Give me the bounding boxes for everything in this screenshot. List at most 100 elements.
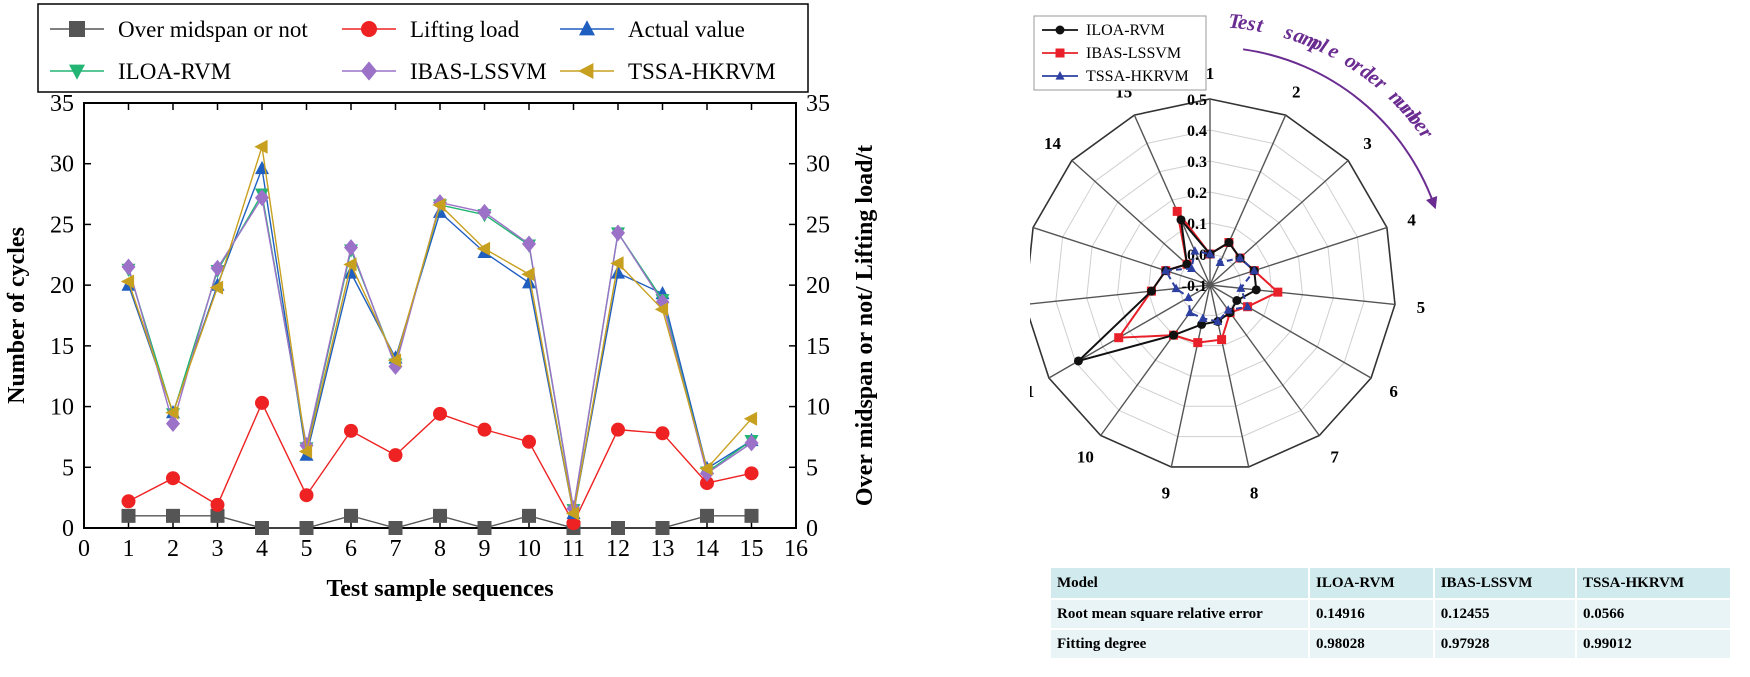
- data-point: [655, 426, 670, 441]
- data-point: [344, 508, 358, 523]
- y-tick-label: 35: [50, 91, 74, 117]
- y-right-tick-label: 0: [806, 516, 818, 542]
- data-point: [611, 224, 625, 242]
- data-point: [298, 444, 313, 459]
- data-point: [120, 274, 135, 289]
- legend-swatch-marker: [579, 20, 595, 36]
- radar-category-label: 1: [1206, 64, 1215, 83]
- data-point: [654, 302, 669, 317]
- radar-data-point: [1182, 259, 1192, 269]
- metrics-cell: Root mean square relative error: [1051, 598, 1310, 629]
- radar-legend-swatch-marker: [1055, 71, 1065, 80]
- data-point: [344, 423, 358, 438]
- radar-data-point: [1190, 246, 1200, 255]
- line-chart-series: [120, 139, 759, 535]
- radar-data-point: [1172, 206, 1182, 216]
- radar-r-tick-label: 0.2: [1187, 185, 1207, 202]
- radar-spoke: [1032, 226, 1211, 286]
- radar-legend-item: IBAS-LSSVM: [1042, 45, 1181, 62]
- data-point: [432, 198, 446, 212]
- legend-label: Over midspan or not: [118, 17, 308, 42]
- data-point: [522, 508, 536, 523]
- radar-legend-label: IBAS-LSSVM: [1086, 45, 1181, 62]
- y-right-tick-label: 15: [806, 334, 830, 360]
- legend-swatch-marker: [69, 21, 85, 37]
- radar-ring: [1147, 222, 1273, 347]
- data-point: [388, 521, 403, 535]
- radar-data-point: [1205, 249, 1215, 258]
- radar-data-point: [1243, 301, 1253, 311]
- series-over-midspan-or-not: [121, 508, 759, 535]
- radar-data-point: [1223, 305, 1233, 314]
- radar-data-point: [1169, 330, 1179, 340]
- x-tick-label: 8: [434, 536, 446, 562]
- radar-category-label: 9: [1162, 483, 1171, 502]
- radar-r-tick-label: 0.4: [1187, 123, 1207, 140]
- legend-swatch-marker: [69, 64, 85, 80]
- data-point: [522, 235, 536, 253]
- metrics-header-row: Model ILOA-RVM IBAS-LSSVM TSSA-HKRVM: [1051, 568, 1733, 599]
- x-tick-label: 5: [301, 536, 313, 562]
- data-point: [255, 189, 269, 207]
- data-point: [477, 422, 492, 437]
- radar-data-point: [1215, 257, 1225, 266]
- metrics-row: Fitting degree 0.98028 0.97928 0.99012: [1051, 628, 1733, 658]
- legend-label: Lifting load: [410, 17, 520, 42]
- radar-data-point: [1114, 333, 1124, 343]
- x-tick-label: 11: [562, 536, 585, 562]
- y-right-axis-title: Over midspan or not/ Lifting load/t: [852, 145, 878, 506]
- series-actual-value: [121, 160, 759, 520]
- data-point: [388, 358, 403, 375]
- legend-item: TSSA-HKRVM: [560, 59, 776, 84]
- legend-label: IBAS-LSSVM: [410, 59, 547, 84]
- metrics-cell: 0.0566: [1575, 598, 1733, 629]
- radar-data-point: [1187, 263, 1197, 273]
- x-tick-label: 14: [695, 536, 719, 562]
- series-lifting-load: [121, 395, 759, 531]
- data-point: [744, 466, 759, 481]
- radar-category-label: 14: [1044, 134, 1062, 153]
- metrics-cell: 0.97928: [1433, 628, 1577, 658]
- radar-category-label: 10: [1077, 448, 1094, 467]
- legend-item: ILOA-RVM: [50, 59, 231, 84]
- data-point: [388, 448, 403, 463]
- x-tick-label: 4: [256, 536, 268, 562]
- series-tssa-hkrvm: [120, 139, 758, 521]
- radar-ring: [1117, 191, 1303, 377]
- data-point: [121, 494, 136, 509]
- metrics-header-cell: TSSA-HKRVM: [1575, 568, 1733, 599]
- line-chart: Over midspan or not Lifting load Actual va…: [4, 3, 878, 602]
- radar-data-point: [1251, 285, 1261, 295]
- data-point: [299, 521, 314, 535]
- radar-data-point: [1161, 265, 1171, 275]
- radar-data-point: [1146, 286, 1156, 296]
- y-right-tick-label: 20: [806, 273, 830, 299]
- x-axis-title: Test sample sequences: [326, 576, 553, 602]
- radar-data-point: [1236, 283, 1246, 292]
- radar-spoke: [1209, 226, 1388, 286]
- data-point: [121, 258, 136, 276]
- legend-item: IBAS-LSSVM: [342, 59, 547, 84]
- data-point: [210, 259, 225, 277]
- radar-legend-label: TSSA-HKRVM: [1086, 68, 1189, 85]
- y-axis-title: Number of cycles: [4, 227, 30, 404]
- radar-spoke: [1133, 114, 1211, 286]
- x-tick-label: 6: [345, 536, 357, 562]
- radar-spoke: [1030, 284, 1211, 305]
- radar-data-point: [1185, 307, 1195, 317]
- y-tick-label: 5: [62, 455, 74, 481]
- y-tick-label: 10: [50, 395, 74, 421]
- data-point: [387, 353, 402, 368]
- y-tick-label: 30: [50, 152, 74, 178]
- radar-data-point: [1232, 296, 1242, 305]
- data-point: [166, 415, 180, 432]
- data-point: [611, 521, 625, 535]
- data-point: [210, 497, 225, 512]
- radar-data-point: [1235, 253, 1245, 262]
- data-point: [565, 506, 580, 521]
- data-point: [433, 508, 447, 523]
- data-point: [744, 434, 759, 452]
- data-point: [343, 257, 357, 272]
- x-tick-label: 1: [123, 536, 135, 562]
- legend-label: TSSA-HKRVM: [628, 59, 776, 84]
